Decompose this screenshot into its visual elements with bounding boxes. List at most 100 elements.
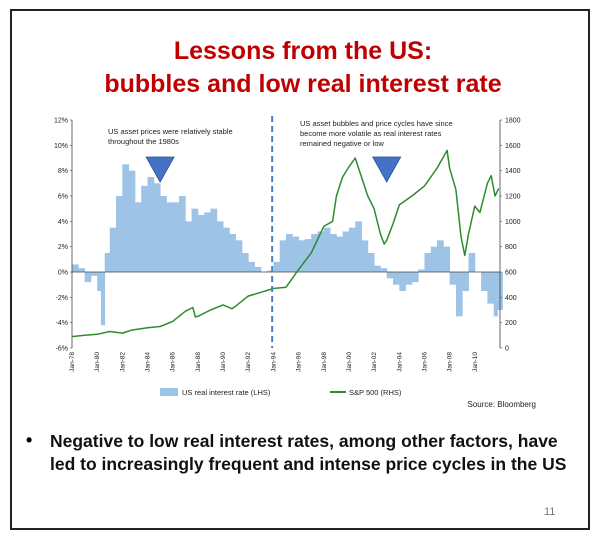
bar-real-rate (304, 239, 312, 272)
bar-real-rate (223, 227, 230, 272)
left-tick-label: 10% (54, 143, 68, 150)
bar-real-rate (210, 208, 218, 272)
bar-real-rate (286, 234, 293, 272)
slide-title-line2: bubbles and low real interest rate (104, 70, 502, 98)
bar-real-rate (204, 212, 211, 272)
annotation-1980s: US asset prices were relatively stable th… (108, 127, 233, 146)
x-tick-label: Jan-00 (346, 352, 353, 372)
bar-real-rate (330, 234, 337, 272)
bar-real-rate (393, 272, 400, 285)
bar-real-rate (443, 246, 451, 272)
bar-real-rate (109, 227, 117, 272)
bar-real-rate (462, 272, 469, 291)
right-tick-label: 200 (505, 320, 517, 327)
bar-real-rate (336, 236, 344, 272)
bar-real-rate (185, 221, 192, 272)
bar-real-rate (487, 272, 495, 304)
bar-real-rate (298, 240, 306, 272)
annotation-bubbles: US asset bubbles and price cycles have s… (300, 119, 453, 148)
marker-triangle (145, 156, 175, 183)
bar-real-rate (97, 272, 102, 291)
x-tick-label: Jan-84 (145, 352, 152, 372)
bar-real-rate (254, 266, 262, 272)
x-tick-label: Jan-98 (321, 352, 328, 372)
bar-real-rate (216, 221, 224, 272)
bar-real-rate (197, 215, 205, 272)
left-tick-label: 0% (58, 270, 68, 277)
x-tick-label: Jan-78 (69, 352, 76, 372)
chart-source: Source: Bloomberg (468, 400, 536, 409)
bar-real-rate (179, 196, 186, 272)
left-tick-label: 8% (58, 168, 68, 175)
left-tick-label: 6% (58, 194, 68, 201)
bar-real-rate (386, 272, 394, 279)
bar-real-rate (267, 270, 274, 272)
bar-real-rate (355, 221, 362, 272)
bar-real-rate (134, 202, 142, 272)
bar-real-rate (116, 196, 123, 272)
left-tick-label: 4% (58, 219, 68, 226)
bar-real-rate (100, 272, 106, 326)
bar-real-rate (493, 272, 498, 317)
slide-title-line1: Lessons from the US: (173, 37, 433, 65)
bar-real-rate (84, 272, 92, 283)
bar-real-rate (323, 227, 331, 272)
bar-real-rate (279, 240, 287, 272)
bar-real-rate (380, 268, 388, 272)
bar-real-rate (104, 253, 111, 272)
bullet-text: Negative to low real interest rates, amo… (50, 431, 567, 474)
bar-real-rate (424, 253, 432, 272)
bar-real-rate (405, 272, 413, 285)
bar-real-rate (430, 246, 438, 272)
bar-real-rate (128, 170, 136, 272)
x-tick-label: Jan-02 (371, 352, 378, 372)
x-tick-label: Jan-90 (220, 352, 227, 372)
x-tick-label: Jan-92 (245, 352, 252, 372)
right-tick-label: 1200 (505, 194, 521, 201)
legend-swatch-real-rate (160, 388, 178, 396)
bar-real-rate (317, 231, 325, 272)
x-tick-label: Jan-94 (270, 352, 277, 372)
right-tick-label: 800 (505, 244, 517, 251)
bar-real-rate (455, 272, 463, 317)
x-tick-label: Jan-80 (94, 352, 101, 372)
left-tick-label: 2% (58, 244, 68, 251)
x-tick-label: Jan-08 (447, 352, 454, 372)
right-tick-label: 600 (505, 270, 517, 277)
legend-label-sp500: S&P 500 (RHS) (349, 388, 402, 397)
bar-real-rate (122, 164, 130, 272)
x-tick-label: Jan-06 (421, 352, 428, 372)
bar-real-rate (147, 177, 155, 272)
bar-real-rate (90, 272, 98, 276)
bar-real-rate (481, 272, 488, 291)
marker-triangle (372, 156, 402, 183)
left-tick-label: -2% (56, 295, 68, 302)
bar-real-rate (292, 236, 299, 272)
page-number: 11 (544, 506, 556, 518)
bar-real-rate (437, 240, 444, 272)
bar-real-rate (399, 272, 406, 291)
bar-real-rate (160, 196, 167, 272)
bar-real-rate (166, 202, 174, 272)
bar-real-rate (342, 231, 350, 272)
bar-real-rate (72, 264, 79, 272)
bar-real-rate (468, 253, 476, 272)
x-tick-label: Jan-88 (195, 352, 202, 372)
bar-real-rate (367, 253, 375, 272)
x-tick-label: Jan-82 (119, 352, 126, 372)
left-tick-label: -6% (56, 346, 68, 353)
right-tick-label: 1800 (505, 118, 521, 125)
x-tick-label: Jan-86 (170, 352, 177, 372)
bar-real-rate (191, 208, 199, 272)
left-tick-label: 12% (54, 118, 68, 125)
left-tick-label: -4% (56, 320, 68, 327)
right-tick-label: 1400 (505, 168, 521, 175)
bar-real-rate (141, 185, 148, 272)
x-tick-label: Jan-10 (472, 352, 479, 372)
right-tick-label: 1000 (505, 219, 521, 226)
bar-real-rate (172, 202, 180, 272)
bar-real-rate (374, 265, 381, 272)
bar-real-rate (78, 268, 85, 272)
bar-real-rate (248, 261, 255, 272)
right-tick-label: 400 (505, 295, 517, 302)
